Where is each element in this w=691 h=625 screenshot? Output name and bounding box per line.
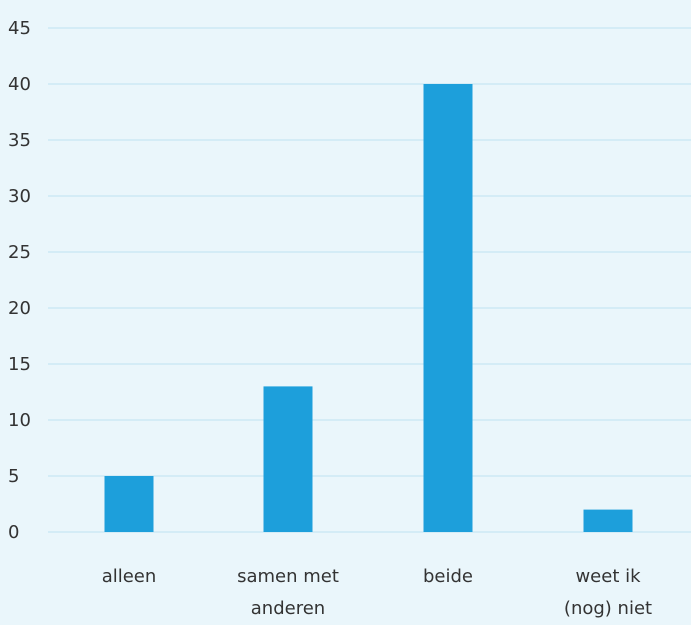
x-tick-label-line: alleen (102, 566, 157, 587)
bar (263, 386, 313, 532)
x-tick-label: weet ik (nog) niet (564, 566, 652, 619)
y-tick-label: 45 (8, 18, 31, 39)
y-tick-label: 5 (8, 466, 19, 487)
y-tick-label: 15 (8, 354, 31, 375)
x-tick-label-line: beide (423, 566, 473, 587)
x-tick-label: samen met anderen (237, 566, 339, 619)
y-tick-label: 10 (8, 410, 31, 431)
bars (104, 84, 633, 532)
x-tick-label: beide (423, 566, 473, 587)
x-tick-label-line: samen met (237, 566, 339, 587)
y-axis-ticks: 0 5 10 15 20 25 30 35 40 45 (8, 18, 31, 543)
x-tick-label: alleen (102, 566, 157, 587)
x-tick-label-line: anderen (251, 598, 325, 619)
y-tick-label: 35 (8, 130, 31, 151)
y-tick-label: 40 (8, 74, 31, 95)
gridlines (48, 27, 691, 533)
x-axis-ticks: alleen samen met anderen beide weet ik (nog) … (102, 566, 652, 619)
bar (583, 509, 633, 532)
y-tick-label: 20 (8, 298, 31, 319)
bar (104, 476, 154, 532)
y-tick-label: 30 (8, 186, 31, 207)
bar (423, 84, 473, 532)
y-tick-label: 0 (8, 522, 19, 543)
y-tick-label: 25 (8, 242, 31, 263)
x-tick-label-line: (nog) niet (564, 598, 652, 619)
x-tick-label-line: weet ik (575, 566, 641, 587)
